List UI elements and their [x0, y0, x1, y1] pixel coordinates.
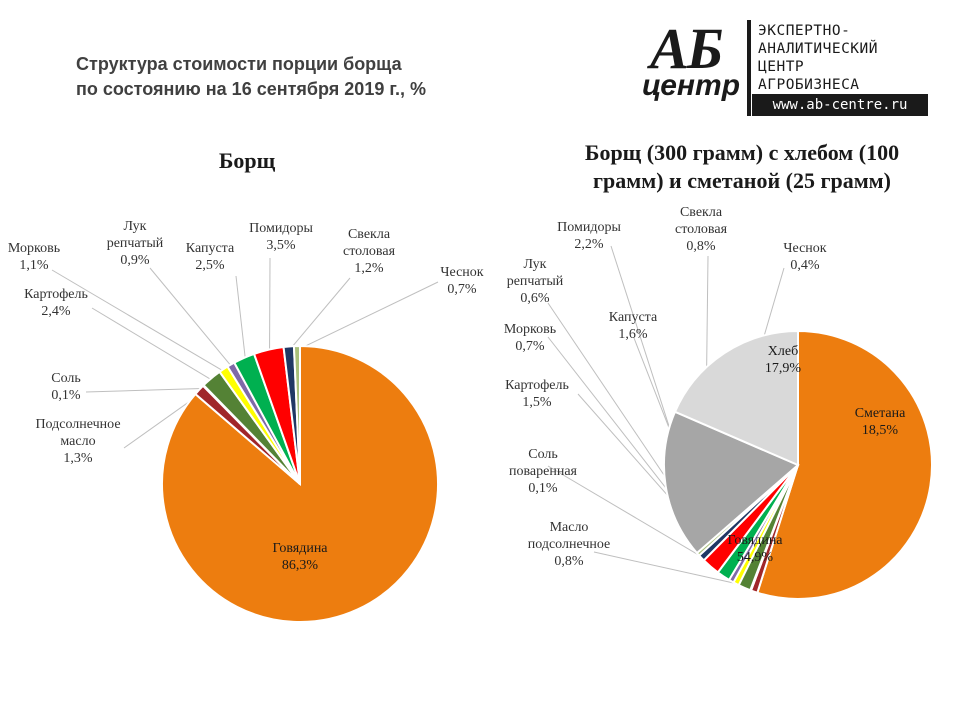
slice-label-tomatoes: Помидоры 2,2%: [557, 220, 621, 252]
logo-line1: ЭКСПЕРТНО-: [758, 23, 851, 39]
slice-label-sunflower-oil: Подсолнечное масло 1,3%: [35, 417, 120, 466]
slice-label-garlic: Чеснок 0,7%: [440, 265, 483, 297]
slice-label-onion: Лук репчатый 0,6%: [507, 257, 564, 306]
leader-line-salt: [85, 387, 207, 393]
slice-label-bread: Хлеб 17,9%: [765, 344, 802, 376]
slice-label-carrot: Морковь 1,1%: [8, 241, 60, 273]
leader-line-beetroot: [288, 277, 351, 351]
chart2-title-line2: грамм) и сметаной (25 грамм): [593, 168, 891, 193]
pie-slice-sour-cream: [673, 329, 799, 467]
slice-label-beef: Говядина 54,9%: [727, 533, 783, 565]
slice-label-sunflower-oil: Масло подсолнечное 0,8%: [528, 520, 611, 569]
pie-chart-borscht: Борщ Говядина 86,3% Подсолнечное масло 1,3% С…: [8, 148, 484, 623]
logo-mark-bottom: центр: [642, 69, 741, 102]
pie-chart-borscht-bread-sour-cream: Борщ (300 грамм) с хлебом (100 грамм) и …: [504, 140, 933, 600]
logo-url: www.ab-centre.ru: [752, 94, 928, 116]
chart1-leader-lines: [51, 257, 439, 449]
pie-slice-beef: [756, 329, 933, 600]
chart2-slices: [663, 329, 933, 600]
slice-label-potato: Картофель 1,5%: [505, 378, 569, 410]
slice-label-sour-cream: Сметана 18,5%: [855, 406, 906, 438]
pie-slice-beef: [161, 344, 439, 623]
logo-line4: АГРОБИЗНЕСА: [758, 77, 860, 93]
pie-slice-bread: [663, 410, 800, 555]
chart1-slices: [161, 344, 439, 623]
logo-divider: [747, 20, 751, 116]
leader-line-potato: [91, 307, 215, 382]
page-title: Структура стоимости порции борща по сост…: [76, 52, 426, 102]
chart2-labels: Говядина 54,9% Масло подсолнечное 0,8% Соль по…: [504, 205, 906, 569]
slice-label-carrot: Морковь 0,7%: [504, 322, 556, 354]
leader-line-onion: [149, 267, 234, 369]
slice-label-beetroot: Свекла столовая 0,8%: [675, 205, 728, 254]
logo-mark-top: АБ: [650, 16, 724, 81]
chart1-title: Борщ: [219, 148, 276, 173]
slice-label-garlic: Чеснок 0,4%: [783, 241, 826, 273]
logo-text: ЭКСПЕРТНО- АНАЛИТИЧЕСКИЙ ЦЕНТР АГРОБИЗНЕ…: [758, 22, 878, 94]
leader-line-garlic: [296, 281, 439, 351]
logo-line3: ЦЕНТР: [758, 59, 805, 75]
slice-label-tomatoes: Помидоры 3,5%: [249, 221, 313, 253]
slice-label-cabbage: Капуста 2,5%: [186, 241, 235, 273]
leader-line-carrot: [51, 269, 226, 373]
slice-label-potato: Картофель 2,4%: [24, 287, 88, 319]
page-title-line1: Структура стоимости порции борща: [76, 54, 402, 74]
leader-line-cabbage: [235, 275, 247, 362]
leader-line-sunflower-oil: [593, 551, 756, 589]
slice-label-onion: Лук репчатый 0,9%: [107, 219, 164, 268]
slice-label-cabbage: Капуста 1,6%: [609, 310, 658, 342]
chart1-labels: Говядина 86,3% Подсолнечное масло 1,3% Соль 0,…: [8, 219, 484, 573]
page-title-line2: по состоянию на 16 сентября 2019 г., %: [76, 79, 427, 99]
slice-label-salt: Соль 0,1%: [51, 371, 81, 403]
slice-label-beetroot: Свекла столовая 1,2%: [343, 227, 396, 276]
logo-line2: АНАЛИТИЧЕСКИЙ: [758, 41, 878, 57]
slice-label-beef: Говядина 86,3%: [272, 541, 328, 573]
pie-slice-garlic: [292, 344, 301, 485]
ab-centre-logo: АБ центр ЭКСПЕРТНО- АНАЛИТИЧЕСКИЙ ЦЕНТР …: [642, 18, 932, 118]
chart2-title-line1: Борщ (300 грамм) с хлебом (100: [585, 140, 899, 165]
slice-label-table-salt: Соль поваренная 0,1%: [509, 447, 578, 496]
